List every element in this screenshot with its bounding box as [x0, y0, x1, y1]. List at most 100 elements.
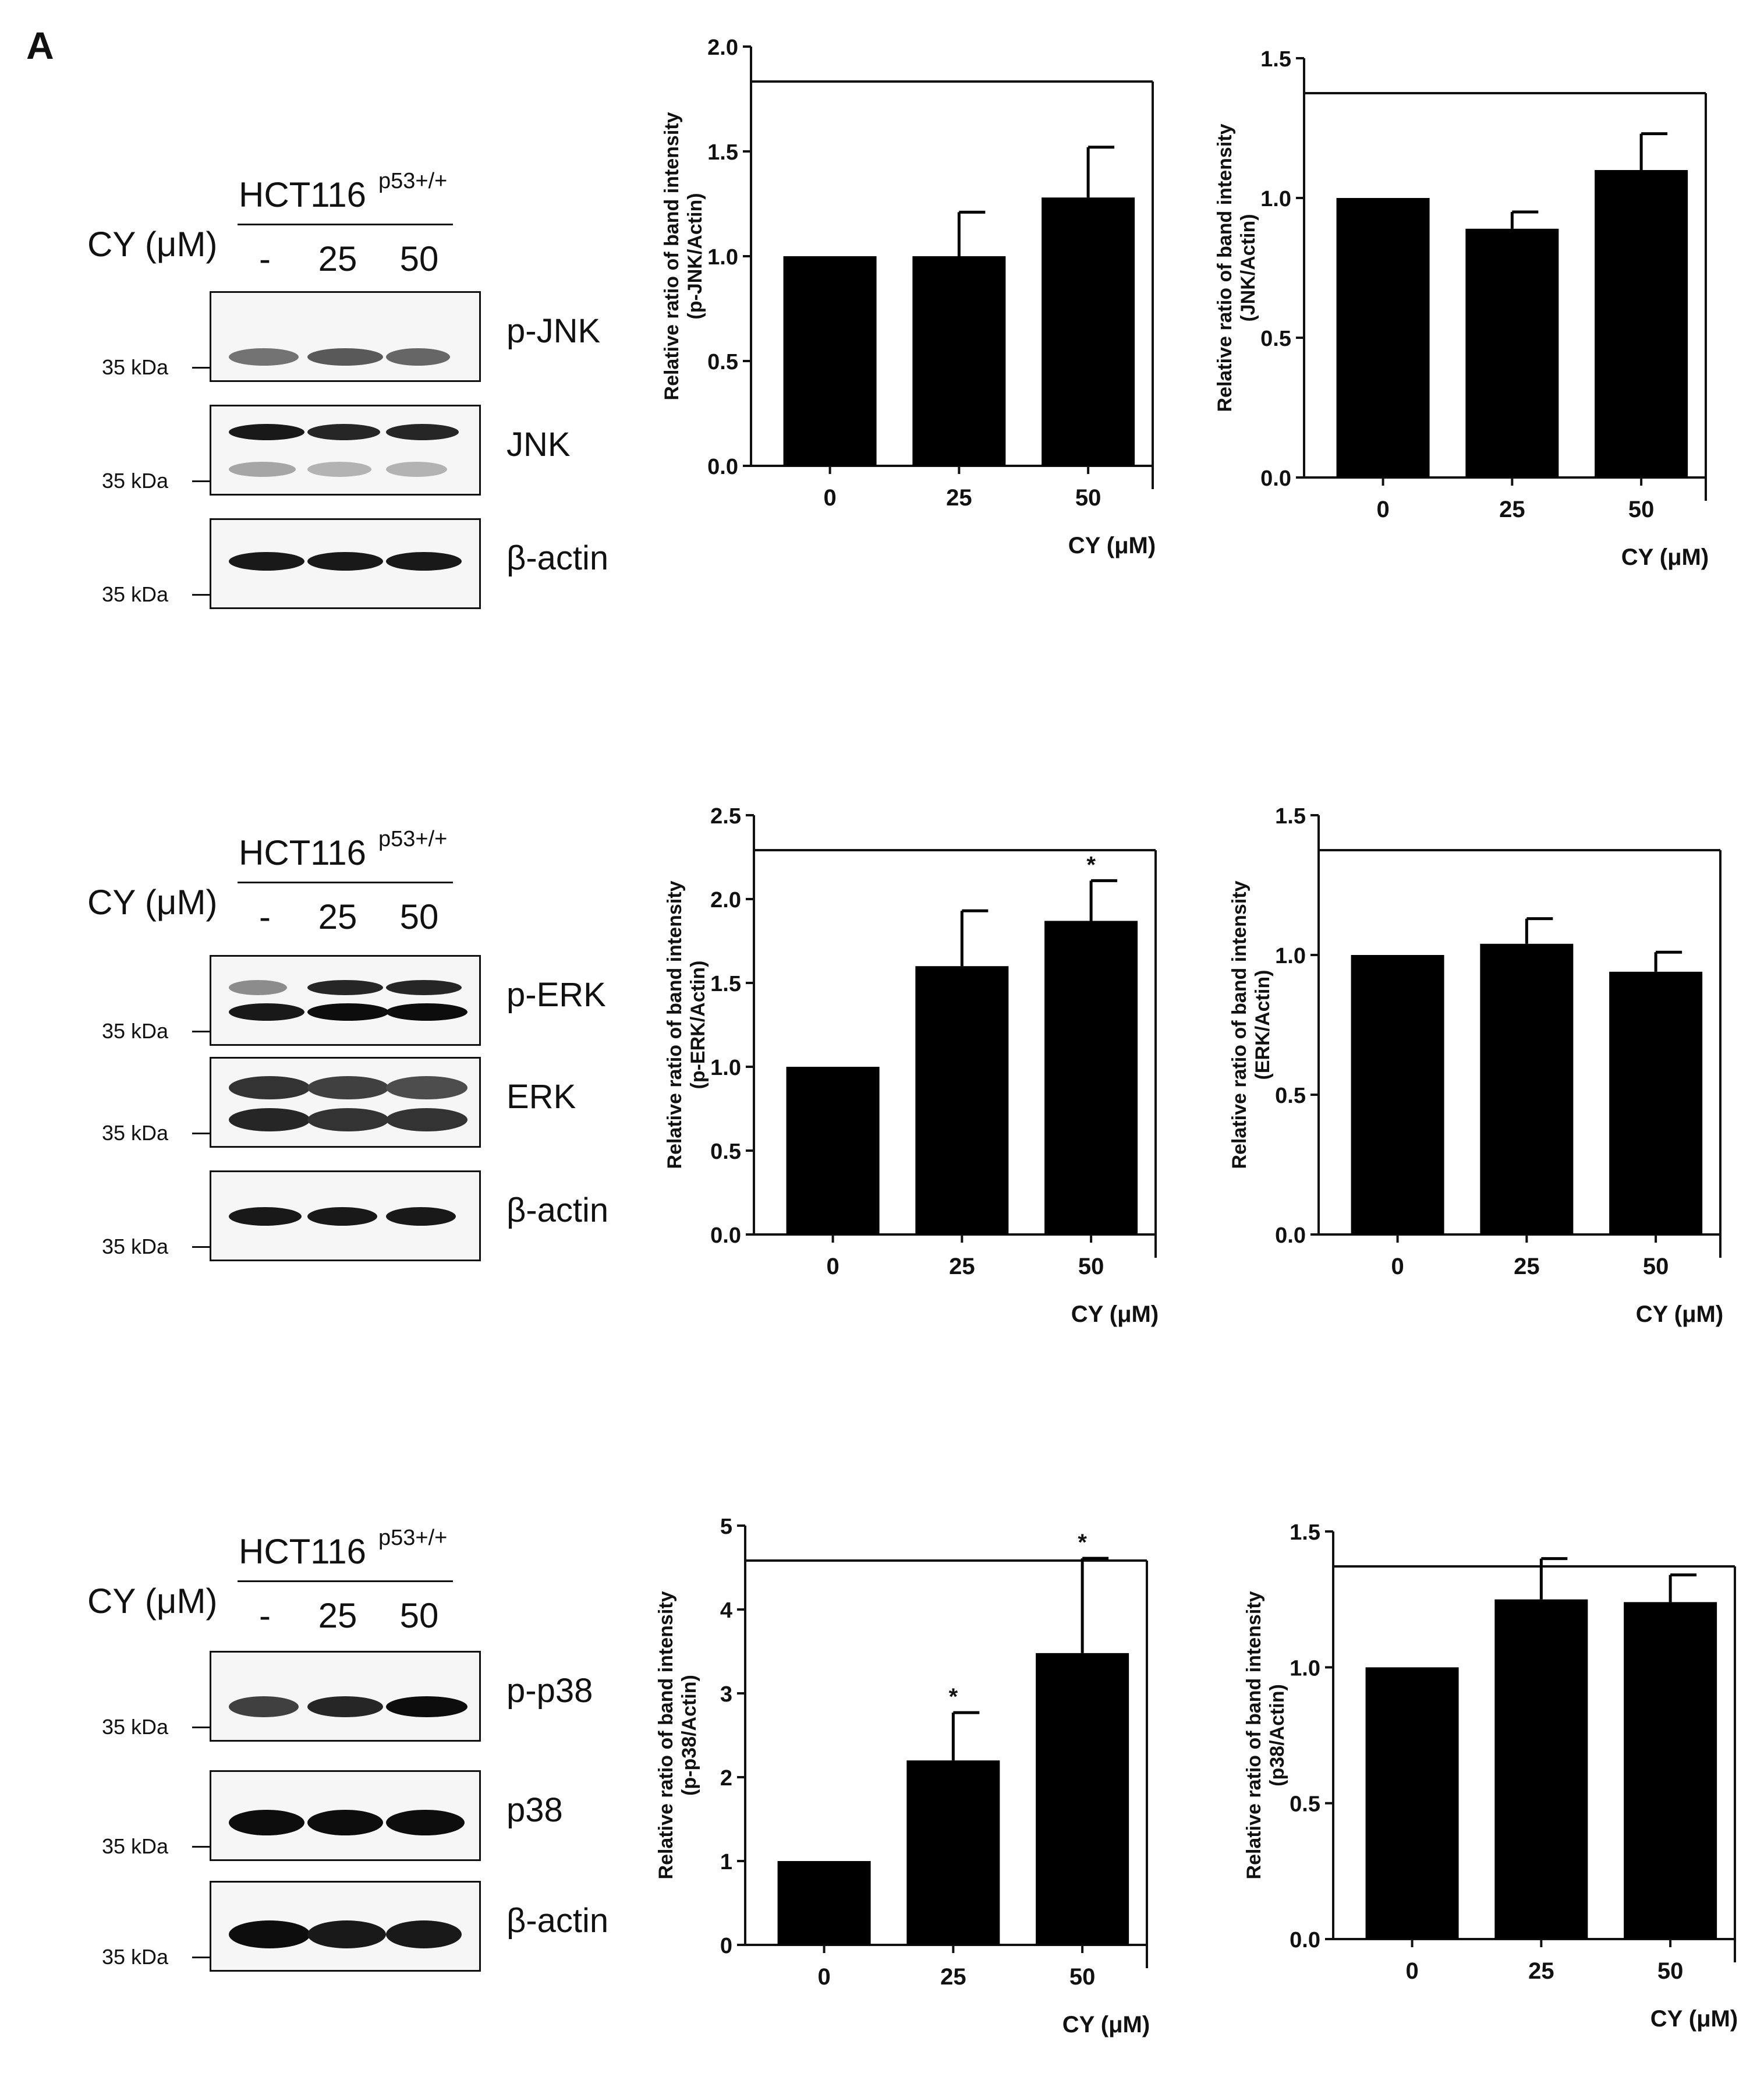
marker-label: 35 kDa [102, 582, 169, 606]
x-tick-label: 50 [1628, 497, 1655, 522]
blot-membrane [210, 291, 481, 382]
protein-band [386, 552, 462, 571]
lane-label: 25 [318, 239, 357, 278]
x-tick-label: 50 [1643, 1254, 1669, 1279]
marker-tick [192, 1846, 210, 1848]
protein-band [307, 348, 383, 366]
protein-band [307, 1003, 389, 1021]
protein-band [229, 1920, 310, 1948]
bar [1365, 1667, 1459, 1939]
x-tick-label: 0 [1376, 497, 1389, 522]
protein-band [307, 424, 380, 440]
protein-label: p-JNK [506, 312, 601, 350]
y-tick-label: 1.5 [710, 972, 741, 996]
y-tick-label: 0.0 [710, 1223, 741, 1248]
bar [1480, 943, 1574, 1234]
bar [783, 256, 877, 466]
blot-membrane [210, 1170, 481, 1261]
y-tick-label: 1.0 [707, 245, 738, 270]
bar [915, 966, 1009, 1234]
protein-band [229, 1696, 299, 1717]
y-tick-label: 0.0 [1275, 1223, 1306, 1248]
x-tick-label: 0 [823, 485, 836, 511]
bar [1036, 1653, 1129, 1945]
protein-band [386, 1810, 465, 1835]
marker-label: 35 kDa [102, 1945, 169, 1969]
bar [1336, 198, 1430, 477]
y-axis-label-secondary: (p38/Actin) [1266, 1684, 1288, 1787]
bar [1351, 955, 1444, 1234]
x-tick-label: 25 [1528, 1958, 1554, 1984]
y-axis-label: Relative ratio of band intensity [1243, 1591, 1265, 1879]
western-blot-erk: HCT116 p53+/+ CY (μM) - 25 50 p-ERK 35 kDa ERK 35… [0, 827, 640, 1345]
y-tick-label: 0.0 [1290, 1928, 1320, 1952]
x-tick-label: 25 [946, 485, 972, 511]
bar [1624, 1602, 1717, 1939]
protein-band [229, 1108, 310, 1131]
protein-band [229, 1810, 304, 1835]
lane-label: - [259, 239, 271, 278]
x-tick-label: 0 [1391, 1254, 1404, 1279]
x-tick-label: 25 [940, 1964, 966, 1990]
y-tick-label: 0 [720, 1934, 732, 1958]
lane-label: 50 [399, 239, 439, 278]
protein-band [229, 462, 296, 477]
x-axis-label: CY (μM) [1071, 1301, 1159, 1327]
significance-marker: * [1086, 852, 1096, 878]
protein-label: p-ERK [506, 976, 606, 1014]
y-axis-label-secondary: (JNK/Actin) [1237, 214, 1259, 321]
y-tick-label: 0.5 [707, 350, 738, 374]
protein-band [307, 1810, 383, 1835]
y-axis-label: Relative ratio of band intensity [1214, 123, 1236, 412]
bar [1595, 170, 1688, 477]
x-tick-label: 50 [1078, 1254, 1104, 1279]
bar [912, 256, 1006, 466]
marker-label: 35 kDa [102, 1715, 169, 1739]
protein-band [386, 1108, 467, 1131]
marker-tick [192, 1727, 210, 1728]
y-tick-label: 3 [720, 1682, 732, 1707]
bar [1044, 921, 1138, 1234]
x-tick-label: 25 [1514, 1254, 1540, 1279]
header-underline [238, 224, 453, 225]
protein-band [229, 980, 287, 995]
protein-band [386, 462, 447, 477]
lane-label: 25 [318, 1596, 357, 1635]
y-tick-label: 0.5 [710, 1140, 741, 1164]
y-tick-label: 1.5 [1260, 47, 1291, 72]
marker-tick [192, 1031, 210, 1032]
protein-band [386, 1696, 467, 1717]
x-tick-label: 0 [1405, 1958, 1418, 1984]
x-axis-label: CY (μM) [1650, 2006, 1738, 2032]
protein-label: ERK [506, 1078, 576, 1116]
western-blot-jnk: HCT116 p53+/+ CY (μM) - 25 50 p-JNK 35 kDa JNK 35… [0, 169, 640, 687]
y-tick-label: 0.0 [707, 455, 738, 479]
x-axis-label: CY (μM) [1621, 544, 1709, 570]
chart-erk-actin: 0.0 0.5 1.0 1.5 0 25 50 CY (μM) Relative ratio o… [1228, 804, 1723, 1327]
y-axis-label-secondary: (ERK/Actin) [1252, 970, 1274, 1080]
western-blot-p38: HCT116 p53+/+ CY (μM) - 25 50 p-p38 35 kDa p38 35… [0, 1526, 640, 2044]
y-axis-label: Relative ratio of band intensity [664, 880, 686, 1169]
protein-label: β-actin [506, 1902, 609, 1940]
protein-band [307, 1920, 386, 1948]
protein-band [386, 1920, 462, 1948]
protein-band [307, 1108, 389, 1131]
protein-band [229, 1076, 310, 1099]
chart-p-erk-actin: 0.0 0.5 1.0 1.5 2.0 2.5 0 25 * 50 CY (μM) Relative … [664, 804, 1159, 1327]
lane-label: - [259, 1596, 271, 1635]
blot-membrane [210, 1651, 481, 1742]
x-tick-label: 50 [1657, 1958, 1684, 1984]
protein-band [386, 348, 450, 366]
protein-band [229, 1207, 302, 1226]
protein-band [229, 1003, 304, 1021]
cell-line-label: HCT116 p53+/+ [239, 169, 448, 214]
marker-tick [192, 1246, 210, 1248]
panel-label: A [26, 24, 54, 67]
protein-band [386, 1076, 467, 1099]
x-tick-label: 0 [826, 1254, 839, 1279]
protein-band [307, 462, 371, 477]
y-axis-label: Relative ratio of band intensity [655, 1591, 677, 1879]
cell-line-label: HCT116 p53+/+ [239, 1526, 448, 1571]
y-tick-label: 1.0 [710, 1056, 741, 1080]
